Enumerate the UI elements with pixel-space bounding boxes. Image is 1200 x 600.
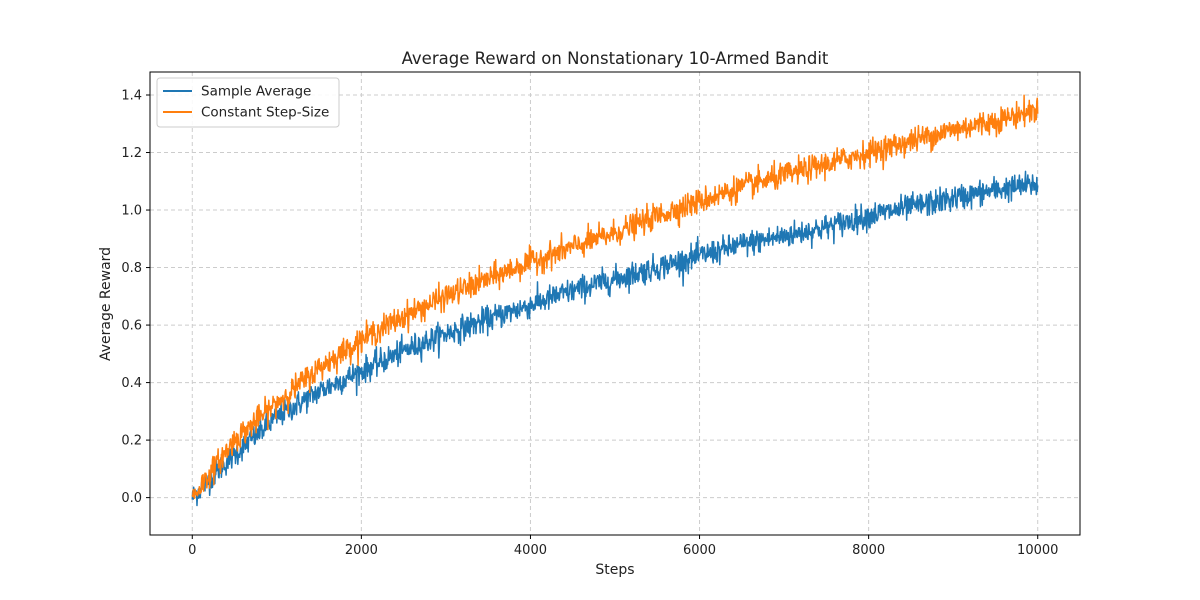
y-tick-label: 0.6 (121, 319, 142, 334)
y-tick-label: 0.2 (121, 434, 142, 449)
legend-box (156, 77, 340, 128)
y-axis-label: Average Reward (98, 247, 114, 361)
legend: Sample Average Constant Step-Size (156, 77, 340, 128)
chart-title: Average Reward on Nonstationary 10-Armed… (402, 49, 829, 68)
y-tick-label: 1.4 (121, 89, 142, 104)
plot-area-frame (149, 71, 1081, 536)
x-tick-label: 10000 (1017, 543, 1058, 558)
x-axis-label: Steps (595, 562, 634, 578)
series-line-sample-average (191, 170, 1039, 507)
legend-label-sample-average: Sample Average (201, 84, 311, 100)
series-layer (191, 94, 1039, 507)
y-tick-label: 0.4 (121, 376, 142, 391)
y-tick-label: 0.0 (121, 491, 142, 506)
x-tick-label: 0 (188, 543, 196, 558)
y-tick-label: 1.2 (121, 146, 142, 161)
x-tick-label: 4000 (514, 543, 547, 558)
y-tick-label: 1.0 (121, 204, 142, 219)
y-tick-label: 0.8 (121, 261, 142, 276)
legend-label-constant-step-size: Constant Step-Size (201, 105, 329, 121)
x-axis-ticks: 0 2000 4000 6000 8000 10000 (188, 535, 1058, 558)
x-tick-label: 6000 (683, 543, 716, 558)
x-tick-label: 8000 (852, 543, 885, 558)
series-line-constant-step-size (191, 94, 1039, 499)
y-axis-ticks: 0.0 0.2 0.4 0.6 0.8 1.0 1.2 1.4 (121, 89, 150, 506)
x-tick-label: 2000 (345, 543, 378, 558)
